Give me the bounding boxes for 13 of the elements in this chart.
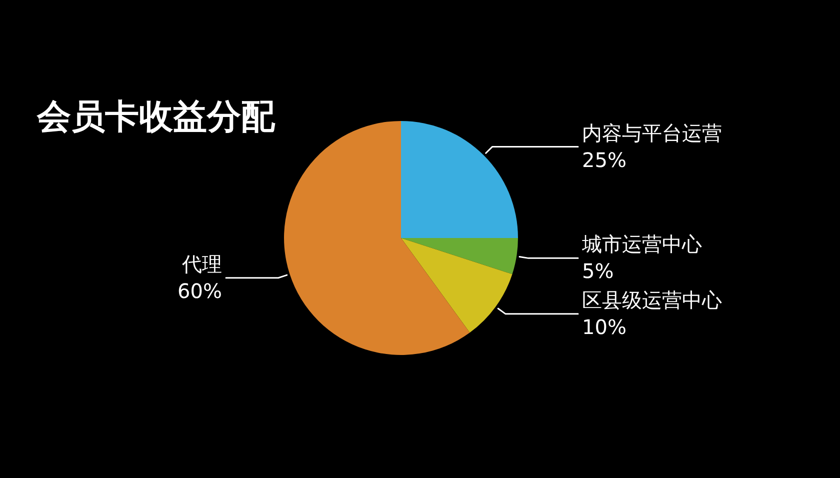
slice-label: 区县级运营中心 (582, 288, 722, 312)
chart-title: 会员卡收益分配 (36, 97, 276, 137)
slice-label: 内容与平台运营 (582, 120, 722, 145)
slice-label: 城市运营中心 (581, 232, 702, 256)
data-label: 5% (582, 259, 614, 284)
pie-slice (401, 121, 518, 238)
pie-slice (284, 121, 470, 355)
slice-label: 代理 (181, 252, 222, 276)
pie-slice (401, 238, 518, 274)
data-label: 60% (178, 278, 222, 303)
pie-slice (401, 238, 512, 333)
data-label: 10% (582, 314, 626, 339)
data-label: 25% (582, 148, 626, 172)
